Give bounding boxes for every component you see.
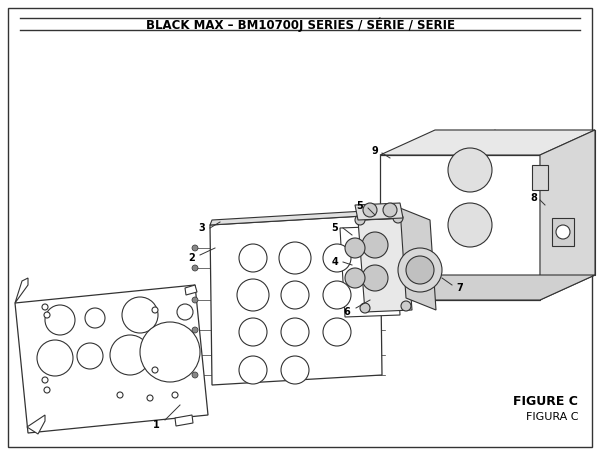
- Circle shape: [393, 213, 403, 223]
- Circle shape: [239, 356, 267, 384]
- Circle shape: [406, 256, 434, 284]
- Circle shape: [323, 318, 351, 346]
- Circle shape: [85, 308, 105, 328]
- Circle shape: [192, 372, 198, 378]
- Text: 1: 1: [153, 420, 160, 430]
- Polygon shape: [27, 415, 45, 434]
- Circle shape: [117, 392, 123, 398]
- Circle shape: [37, 340, 73, 376]
- Polygon shape: [185, 285, 197, 295]
- Polygon shape: [358, 208, 406, 220]
- Text: 2: 2: [188, 253, 195, 263]
- Circle shape: [239, 318, 267, 346]
- Polygon shape: [15, 285, 208, 433]
- Circle shape: [363, 203, 377, 217]
- Circle shape: [192, 245, 198, 251]
- Polygon shape: [210, 215, 382, 385]
- Text: 7: 7: [456, 283, 463, 293]
- Circle shape: [323, 244, 351, 272]
- Text: 5: 5: [356, 201, 363, 211]
- Circle shape: [279, 242, 311, 274]
- Text: 6: 6: [343, 307, 350, 317]
- Bar: [552, 218, 574, 246]
- Circle shape: [355, 215, 365, 225]
- Circle shape: [237, 279, 269, 311]
- Text: 8: 8: [530, 193, 537, 203]
- Circle shape: [42, 377, 48, 383]
- Circle shape: [152, 367, 158, 373]
- Circle shape: [345, 238, 365, 258]
- Circle shape: [281, 356, 309, 384]
- Text: 4: 4: [331, 257, 338, 267]
- Polygon shape: [358, 218, 412, 312]
- Circle shape: [362, 232, 388, 258]
- Circle shape: [172, 392, 178, 398]
- Circle shape: [44, 312, 50, 318]
- Polygon shape: [210, 210, 382, 225]
- Circle shape: [152, 307, 158, 313]
- Text: FIGURA C: FIGURA C: [526, 412, 578, 422]
- Text: FIGURE C: FIGURE C: [513, 395, 578, 408]
- Circle shape: [323, 281, 351, 309]
- Text: 9: 9: [371, 146, 378, 156]
- Circle shape: [360, 303, 370, 313]
- Circle shape: [147, 395, 153, 401]
- Circle shape: [362, 265, 388, 291]
- Bar: [532, 165, 548, 190]
- Circle shape: [122, 297, 158, 333]
- Circle shape: [281, 281, 309, 309]
- Circle shape: [556, 225, 570, 239]
- Circle shape: [192, 352, 198, 358]
- Circle shape: [177, 304, 193, 320]
- Circle shape: [239, 244, 267, 272]
- Circle shape: [77, 343, 103, 369]
- Circle shape: [345, 268, 365, 288]
- Circle shape: [448, 203, 492, 247]
- Polygon shape: [380, 275, 595, 300]
- Polygon shape: [435, 130, 595, 275]
- Polygon shape: [175, 415, 193, 426]
- Polygon shape: [400, 208, 436, 310]
- Text: 5: 5: [331, 223, 338, 233]
- Circle shape: [398, 248, 442, 292]
- Circle shape: [281, 318, 309, 346]
- Polygon shape: [540, 130, 595, 300]
- Circle shape: [192, 265, 198, 271]
- Text: 3: 3: [198, 223, 205, 233]
- Circle shape: [45, 305, 75, 335]
- Polygon shape: [340, 226, 400, 317]
- Circle shape: [401, 301, 411, 311]
- Circle shape: [140, 322, 200, 382]
- Polygon shape: [380, 155, 540, 300]
- Polygon shape: [380, 130, 595, 155]
- Polygon shape: [15, 278, 28, 303]
- Circle shape: [44, 387, 50, 393]
- Circle shape: [448, 148, 492, 192]
- Circle shape: [383, 203, 397, 217]
- Text: BLACK MAX – BM10700J SERIES / SÉRIE / SERIE: BLACK MAX – BM10700J SERIES / SÉRIE / SE…: [146, 18, 455, 32]
- Circle shape: [192, 297, 198, 303]
- Circle shape: [192, 327, 198, 333]
- Polygon shape: [355, 203, 403, 220]
- Circle shape: [110, 335, 150, 375]
- Circle shape: [42, 304, 48, 310]
